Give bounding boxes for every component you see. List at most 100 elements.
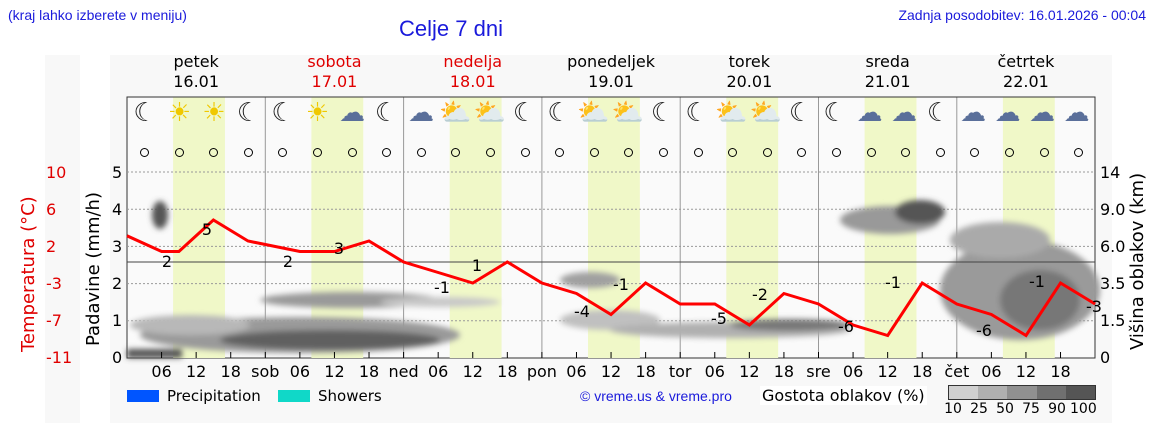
cloudy-icon: ☁ [1063,98,1090,128]
svg-text:-1: -1 [434,278,450,297]
axis-tick: 1.5 [1100,311,1126,330]
density-tick: 75 [1022,401,1040,417]
x-tick-label: 18 [497,362,518,381]
day-name: torek [728,52,771,71]
svg-text:2: 2 [162,252,172,271]
wind-calm-icon [797,148,807,157]
x-tick-label: 18 [358,362,380,381]
wind-calm-icon [1005,148,1014,157]
day-name: sobota [307,52,362,71]
day-name: sreda [865,52,910,71]
wind-calm-icon [278,148,288,157]
cloudy-icon: ☁ [994,98,1021,128]
svg-text:-5: -5 [711,309,727,328]
wind-calm-icon [866,148,876,157]
wind-calm-icon [832,148,841,157]
wind-calm-icon [970,148,980,157]
axis-tick: -3 [46,274,62,293]
density-title: Gostota oblakov (%) [760,386,927,405]
x-tick-label: 18 [1050,362,1071,381]
wind-calm-icon [313,148,322,157]
cloudy-icon: ☁ [408,98,434,128]
day-header-5: sreda 21.01 [818,52,958,92]
density-swatch [978,386,1008,399]
credit-link[interactable]: © vreme.us & vreme.pro [580,388,732,404]
x-tick-label: tor [668,362,692,381]
x-tick-label: 06 [704,362,725,381]
sun-cloud-icon: ⛅ [611,98,645,128]
x-tick-label: 18 [912,362,933,381]
x-tick-label: 12 [1015,362,1037,381]
axis-tick: 2 [46,237,57,256]
day-header-3: ponedeljek 19.01 [541,52,681,92]
svg-text:-1: -1 [885,273,901,292]
moon-fog-icon: ☾ [374,98,399,128]
svg-text:2: 2 [283,252,293,271]
day-name: petek [173,52,219,71]
day-date: 18.01 [449,72,496,91]
density-swatch [1036,386,1066,399]
x-tick-label: 12 [462,362,483,381]
moon-cloud-icon: ☾ [547,98,571,128]
day-header-6: četrtek 22.01 [956,52,1096,92]
wind-calm-icon [486,148,495,157]
sun-cloud-icon: ⛅ [473,98,507,128]
last-updated: Zadnja posodobitev: 16.01.2026 - 00:04 [898,7,1146,23]
moon-cloud-icon: ☾ [650,98,675,128]
moon-cloud-icon: ☾ [685,98,709,128]
axis-tick: 10 [46,163,67,182]
svg-text:-6: -6 [976,321,992,340]
x-tick-label: 06 [427,362,449,381]
sun-cloud-icon: ⛅ [577,98,610,128]
wind-calm-icon [451,148,461,157]
wind-calm-icon [624,148,634,157]
cloudy-icon: ☁ [891,98,917,128]
wind-calm-icon [1039,148,1049,157]
wind-calm-icon [762,148,772,157]
sun-fog-icon: ☀ [202,98,226,128]
cloud-density [127,200,1100,358]
moon-fog-icon: ☾ [133,98,157,128]
day-date: 16.01 [173,72,220,91]
day-name: ponedeljek [567,52,656,71]
wind-calm-icon [520,148,530,157]
density-swatch [1007,386,1037,399]
svg-text:5: 5 [202,220,212,239]
x-tick-label: 12 [877,362,898,381]
x-tick-label: 18 [635,362,656,381]
axis-tick: -7 [46,311,62,330]
wind-calm-icon [901,148,911,157]
svg-text:3: 3 [334,239,344,258]
day-date: 21.01 [864,72,911,91]
axis-tick: -11 [46,348,73,367]
density-tick: 50 [996,401,1014,417]
x-tick-label: pon [526,362,557,381]
temp-axis-panel [45,55,80,423]
x-tick-label: 12 [185,362,207,381]
svg-text:-6: -6 [838,317,854,336]
wind-calm-icon [243,148,253,157]
cloudy-icon: ☁ [339,98,365,128]
legend-showers-label: Showers [318,387,382,405]
axis-tick: 3.5 [1100,274,1126,293]
x-tick-label: 06 [151,362,172,381]
axis-tick: 14 [1100,163,1121,182]
svg-text:-1: -1 [613,275,629,294]
wind-calm-icon [416,148,426,157]
axis-tick: 6 [46,200,57,219]
moon-cloud-icon: ☾ [512,98,537,128]
axis-tick: 5 [112,163,123,182]
legend-precipitation-label: Precipitation [167,387,261,405]
sun-small-cloud-icon: ⛅ [439,98,472,128]
x-tick-label: 18 [220,362,241,381]
density-tick: 100 [1070,401,1097,417]
wind-calm-icon [174,148,184,157]
density-swatch [949,386,979,399]
day-name: nedelja [443,52,503,71]
wind-calm-icon [555,148,565,157]
x-tick-label: čet [944,362,970,381]
cloudy-icon: ☁ [960,98,986,128]
moon-cloud-icon: ☾ [788,98,813,128]
wind-calm-icon [1074,148,1084,157]
